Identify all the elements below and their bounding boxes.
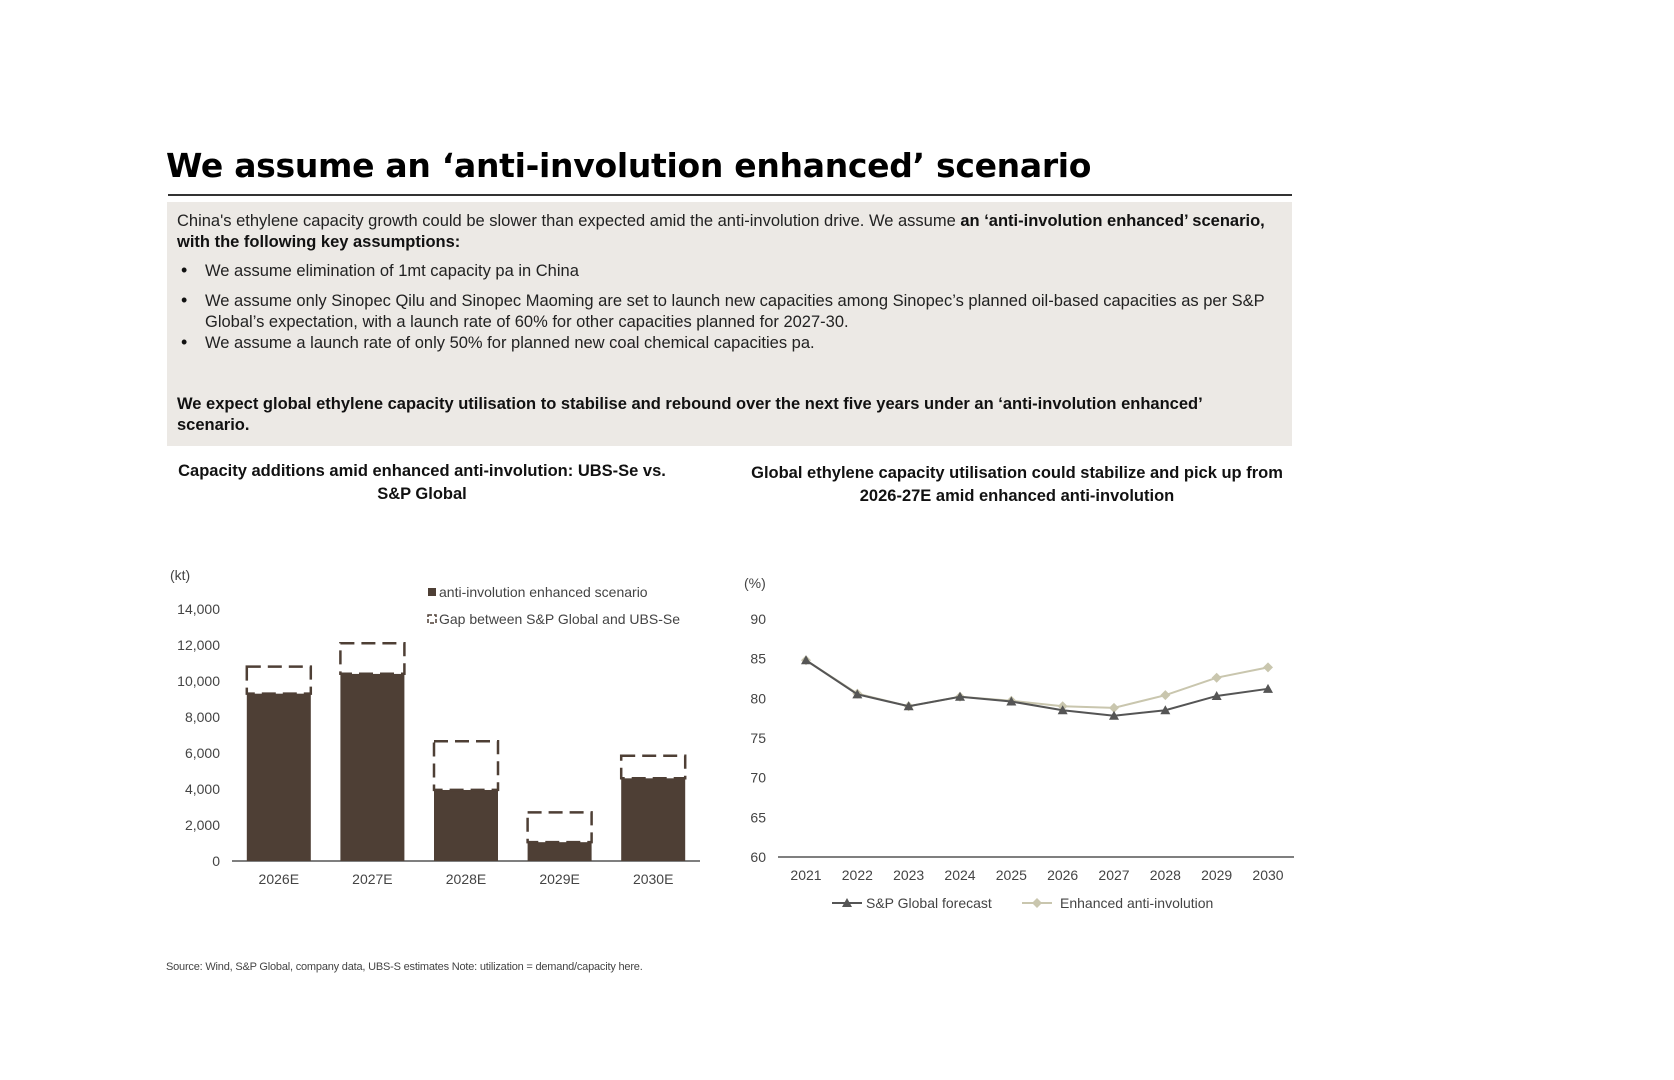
assumption-item: We assume only Sinopec Qilu and Sinopec … — [177, 290, 1280, 333]
summary-conclusion: We expect global ethylene capacity utili… — [177, 395, 1202, 434]
line-y-tick-label: 80 — [750, 690, 766, 706]
bar-x-tick-label: 2030E — [633, 871, 673, 887]
legend-label-base: anti-involution enhanced scenario — [439, 584, 648, 600]
bar-base — [621, 778, 686, 861]
line-point-sp — [1160, 705, 1171, 715]
legend-marker-enhanced — [1032, 898, 1042, 908]
line-x-tick-label: 2023 — [893, 867, 924, 883]
assumption-item: We assume elimination of 1mt capacity pa… — [177, 260, 1280, 282]
line-x-tick-label: 2028 — [1150, 867, 1181, 883]
line-point-sp — [903, 701, 914, 711]
bar-y-tick-label: 14,000 — [177, 601, 220, 617]
line-x-tick-label: 2025 — [996, 867, 1027, 883]
legend-label-sp: S&P Global forecast — [866, 895, 992, 911]
bar-base — [246, 693, 311, 861]
summary-intro-bold: an ‘anti-involution enhanced’ scenario, … — [177, 212, 1265, 251]
line-x-tick-label: 2021 — [790, 867, 821, 883]
title-divider — [168, 194, 1292, 196]
bar-y-tick-label: 10,000 — [177, 673, 220, 689]
bar-y-tick-label: 0 — [212, 853, 220, 869]
line-point-enhanced — [1211, 672, 1222, 683]
bar-gap — [339, 641, 406, 676]
bar-y-tick-label: 6,000 — [185, 745, 220, 761]
bar-y-axis-label: (kt) — [170, 567, 190, 583]
bar-gap — [526, 811, 593, 844]
line-point-sp — [955, 691, 965, 701]
bar-y-tick-label: 2,000 — [185, 817, 220, 833]
line-y-tick-label: 75 — [750, 730, 766, 746]
line-x-tick-label: 2030 — [1252, 867, 1283, 883]
line-y-axis-label: (%) — [744, 575, 766, 591]
line-x-tick-label: 2024 — [944, 867, 975, 883]
bar-y-tick-label: 8,000 — [185, 709, 220, 725]
line-x-tick-label: 2022 — [842, 867, 873, 883]
bar-base — [527, 842, 592, 861]
line-y-tick-label: 60 — [750, 849, 766, 865]
line-x-tick-label: 2026 — [1047, 867, 1078, 883]
legend-label-enhanced: Enhanced anti-involution — [1060, 895, 1213, 911]
line-series-sp — [805, 659, 1269, 717]
line-point-sp — [1109, 710, 1119, 720]
line-point-sp — [1057, 705, 1068, 715]
line-point-sp — [1211, 690, 1222, 700]
bar-x-tick-label: 2029E — [539, 871, 579, 887]
bar-gap — [245, 665, 313, 695]
bar-gap — [619, 754, 687, 780]
bar-base — [434, 789, 498, 861]
legend-marker-sp — [842, 898, 852, 907]
bar-gap — [432, 740, 500, 792]
legend-label-gap: Gap between S&P Global and UBS-Se — [439, 611, 680, 627]
bar-x-tick-label: 2026E — [259, 871, 299, 887]
line-point-sp — [801, 655, 811, 665]
bar-base — [340, 673, 405, 861]
bar-y-tick-label: 4,000 — [185, 781, 220, 797]
line-y-tick-label: 70 — [750, 770, 766, 786]
bar-chart-title: Capacity additions amid enhanced anti-in… — [178, 462, 666, 503]
assumption-list: We assume elimination of 1mt capacity pa… — [177, 260, 1280, 354]
line-y-tick-label: 90 — [750, 611, 766, 627]
bar-y-tick-label: 12,000 — [177, 637, 220, 653]
summary-intro: China's ethylene capacity growth could b… — [177, 211, 1280, 253]
summary-intro-plain: China's ethylene capacity growth could b… — [177, 212, 961, 230]
legend-swatch-base — [428, 588, 436, 596]
line-point-sp — [1006, 696, 1017, 706]
line-point-enhanced — [1263, 662, 1273, 673]
line-x-tick-label: 2029 — [1201, 867, 1232, 883]
assumption-item: We assume a launch rate of only 50% for … — [177, 332, 1280, 354]
line-chart-title: Global ethylene capacity utilisation cou… — [751, 464, 1283, 505]
line-point-enhanced — [1109, 702, 1119, 713]
line-y-tick-label: 65 — [750, 809, 766, 825]
summary-box: China's ethylene capacity growth could b… — [167, 202, 1292, 446]
line-point-sp — [852, 689, 863, 699]
line-y-tick-label: 85 — [750, 651, 766, 667]
bar-x-tick-label: 2028E — [446, 871, 486, 887]
line-point-sp — [1263, 683, 1273, 693]
page-title: We assume an ‘anti-involution enhanced’ … — [166, 146, 1092, 185]
bar-x-tick-label: 2027E — [352, 871, 392, 887]
legend-swatch-gap — [427, 614, 437, 624]
line-point-enhanced — [1160, 690, 1171, 701]
source-note: Source: Wind, S&P Global, company data, … — [166, 961, 643, 973]
line-x-tick-label: 2027 — [1098, 867, 1129, 883]
